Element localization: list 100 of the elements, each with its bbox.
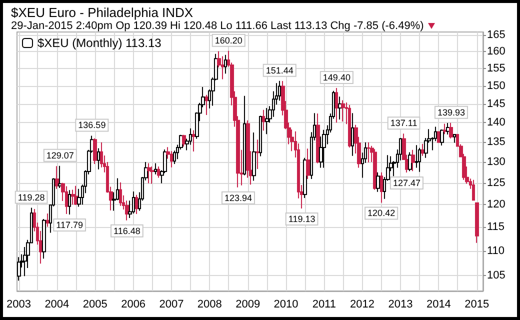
candlestick — [338, 96, 342, 120]
candlestick — [77, 188, 81, 208]
candlestick — [446, 122, 450, 135]
candlestick — [157, 166, 160, 178]
candlestick — [224, 54, 227, 74]
candlestick — [351, 112, 354, 156]
candlestick — [443, 123, 447, 135]
candlestick — [421, 143, 424, 156]
y-tick-label: 160 — [487, 46, 506, 58]
candlestick — [243, 95, 246, 176]
candlestick — [68, 190, 71, 215]
candlestick — [182, 134, 186, 148]
annotation: 151.44 — [266, 65, 294, 76]
candlestick — [42, 218, 46, 260]
x-tick-label: 2015 — [464, 298, 490, 310]
y-tick-label: 135 — [487, 136, 506, 148]
y-tick-label: 110 — [487, 244, 505, 257]
x-tick-label: 2008 — [197, 298, 222, 310]
chart-subtitle: 29-Jan-2015 2:40pm Op 120.39 Hi 120.48 Lo 111.66 Last 113.13 Chg -7.85 (-6.49%) — [11, 20, 425, 32]
candlestick — [170, 150, 173, 168]
candlestick — [150, 166, 154, 184]
y-tick-label: 150 — [487, 80, 506, 92]
annotation: 123.94 — [224, 192, 252, 203]
x-tick-label: 2003 — [6, 298, 32, 310]
annotation: 120.42 — [368, 208, 396, 218]
y-tick-label: 165 — [487, 29, 506, 42]
candlestick — [65, 186, 68, 214]
candlestick — [306, 148, 310, 180]
candlestick — [408, 152, 412, 172]
annotation: 116.48 — [114, 226, 140, 236]
annotation: 119.13 — [288, 214, 316, 224]
x-tick-label: 2006 — [121, 298, 146, 310]
y-tick-label: 115 — [487, 221, 505, 234]
candlestick — [373, 148, 377, 190]
x-tick-label: 2004 — [44, 298, 70, 310]
annotation: 136.59 — [78, 120, 106, 130]
annotation: 137.11 — [390, 118, 418, 128]
x-tick-label: 2007 — [159, 298, 184, 310]
candlestick — [303, 157, 307, 198]
candlestick — [262, 109, 265, 132]
candlestick — [256, 139, 259, 170]
candlestick — [17, 256, 21, 282]
x-tick-label: 2013 — [388, 298, 413, 310]
candlestick — [58, 165, 62, 188]
candlestick — [132, 190, 135, 214]
candlestick — [449, 122, 453, 139]
x-tick-label: 2009 — [236, 298, 260, 310]
candlestick — [380, 172, 383, 204]
candlestick — [278, 80, 281, 102]
x-tick-label: 2010 — [274, 298, 298, 310]
candlestick — [418, 147, 421, 172]
candlestick — [415, 144, 418, 168]
candlestick — [453, 134, 456, 144]
candlestick — [71, 189, 75, 206]
annotation: 127.47 — [392, 178, 420, 188]
legend-label: $XEU (Monthly) 113.13 — [38, 36, 162, 50]
candlestick — [74, 185, 78, 206]
candlestick — [205, 94, 208, 116]
candlestick — [475, 202, 479, 244]
candlestick — [335, 88, 338, 124]
y-tick-label: 145 — [487, 98, 506, 110]
y-tick-label: 105 — [487, 270, 506, 282]
annotation: 139.93 — [437, 107, 465, 118]
candlestick — [259, 115, 262, 157]
y-tick-label: 120 — [487, 198, 506, 211]
candlestick — [252, 132, 256, 182]
x-tick-label: 2014 — [426, 298, 451, 310]
x-tick-label: 2005 — [82, 298, 108, 310]
candlestick — [119, 182, 122, 206]
candlestick — [147, 162, 151, 184]
candlestick — [135, 194, 138, 214]
candlestick — [265, 107, 269, 135]
x-tick-label: 2011 — [312, 298, 336, 310]
candlestick — [348, 104, 351, 148]
annotation: 129.07 — [46, 150, 74, 160]
chart-title: $XEU Euro - Philadelphia INDX — [11, 5, 194, 20]
candlestick — [367, 142, 370, 163]
annotation: 149.40 — [322, 72, 350, 83]
y-tick-label: 140 — [487, 116, 506, 129]
candlestick — [55, 166, 59, 190]
y-tick-label: 155 — [487, 62, 506, 74]
candlestick — [440, 128, 444, 146]
x-tick-label: 2012 — [350, 298, 375, 310]
candlestick — [192, 130, 195, 152]
candlestick — [472, 179, 475, 202]
candlestick — [97, 148, 100, 170]
annotation: 119.28 — [18, 192, 45, 202]
annotation: 117.79 — [56, 220, 83, 230]
candlestick — [154, 162, 157, 175]
candlestick — [316, 113, 320, 164]
candlestick — [322, 129, 326, 168]
candlestick — [46, 213, 49, 228]
candlestick — [341, 100, 345, 122]
annotation: 160.20 — [214, 35, 242, 46]
candlestick — [376, 172, 380, 192]
candlestick — [437, 130, 440, 144]
candlestick — [411, 149, 415, 172]
candlestick — [93, 138, 97, 165]
y-tick-label: 130 — [487, 156, 506, 168]
y-tick-label: 125 — [487, 176, 506, 189]
